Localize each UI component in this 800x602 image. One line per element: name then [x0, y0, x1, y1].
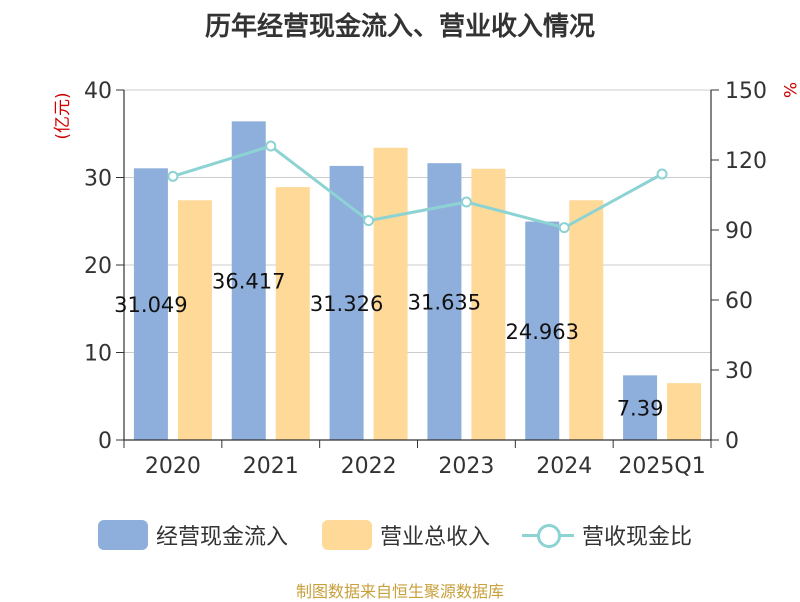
legend: 经营现金流入 营业总收入 营收现金比: [0, 518, 800, 552]
y-right-tick-label: 120: [725, 149, 767, 174]
x-tick-label: 2025Q1: [618, 454, 705, 479]
y-right-tick-label: 150: [725, 79, 767, 104]
bar-revenue: [667, 383, 702, 440]
data-label-cash-inflow: 7.39: [617, 397, 664, 421]
y-left-tick-label: 30: [84, 167, 112, 192]
legend-swatch-revenue: [322, 520, 372, 550]
bar-revenue: [471, 168, 506, 440]
ratio-point: [265, 140, 277, 152]
data-labels: 31.049 36.417 31.326 31.635 24.963 7.39: [114, 270, 663, 421]
bar-cash-inflow: [133, 168, 168, 441]
ratio-point: [558, 222, 570, 234]
y-right-tick-label: 60: [725, 289, 753, 314]
bar-revenue: [177, 200, 212, 440]
ratio-point: [363, 215, 375, 227]
bar-cash-inflow: [231, 121, 266, 440]
bar-revenue: [373, 147, 408, 440]
y-left-axis-label: (亿元): [53, 92, 73, 139]
y-right-tick-label: 30: [725, 359, 753, 384]
data-label-cash-inflow: 24.963: [506, 320, 579, 344]
y-left-tick-label: 20: [84, 254, 112, 279]
legend-swatch-cash-inflow: [98, 520, 148, 550]
ratio-point: [460, 196, 472, 208]
data-label-cash-inflow: 31.049: [114, 293, 187, 317]
y-right-tick-label: 0: [725, 429, 739, 454]
legend-item-ratio[interactable]: 营收现金比: [522, 518, 692, 552]
legend-item-revenue[interactable]: 营业总收入: [322, 518, 490, 552]
bar-revenue: [569, 200, 604, 440]
y-left-tick-label: 40: [84, 79, 112, 104]
legend-label-ratio: 营收现金比: [582, 525, 693, 550]
source-note: 制图数据来自恒生聚源数据库: [295, 582, 504, 601]
y-left-tick-label: 0: [98, 429, 112, 454]
y-left-tick-label: 10: [84, 342, 112, 367]
legend-line-ratio: [522, 520, 574, 550]
x-tick-label: 2023: [438, 454, 494, 479]
axes: 0 10 20 30 40 0 30 60 90 120 150 2020 2021 2022 2023 20…: [53, 79, 799, 479]
data-label-cash-inflow: 31.326: [310, 292, 383, 316]
bars: [133, 121, 702, 441]
data-label-cash-inflow: 36.417: [212, 270, 285, 294]
y-right-axis-label: %: [779, 82, 799, 98]
data-label-cash-inflow: 31.635: [408, 291, 481, 315]
ratio-line-path: [172, 144, 663, 230]
bar-cash-inflow: [525, 221, 560, 440]
bar-revenue: [275, 187, 310, 440]
bar-cash-inflow: [623, 375, 658, 440]
legend-label-revenue: 营业总收入: [380, 525, 491, 550]
y-right-tick-label: 90: [725, 219, 753, 244]
x-tick-label: 2024: [536, 454, 592, 479]
grid-lines: [124, 89, 711, 353]
chart-title: 历年经营现金流入、营业收入情况: [204, 12, 595, 42]
ratio-point: [167, 170, 179, 182]
x-tick-label: 2021: [243, 454, 299, 479]
ratio-line: [167, 140, 668, 234]
ratio-point: [656, 168, 668, 180]
legend-item-cash-inflow[interactable]: 经营现金流入: [98, 518, 288, 552]
legend-label-cash-inflow: 经营现金流入: [156, 525, 289, 550]
x-tick-label: 2022: [341, 454, 397, 479]
x-tick-label: 2020: [145, 454, 201, 479]
